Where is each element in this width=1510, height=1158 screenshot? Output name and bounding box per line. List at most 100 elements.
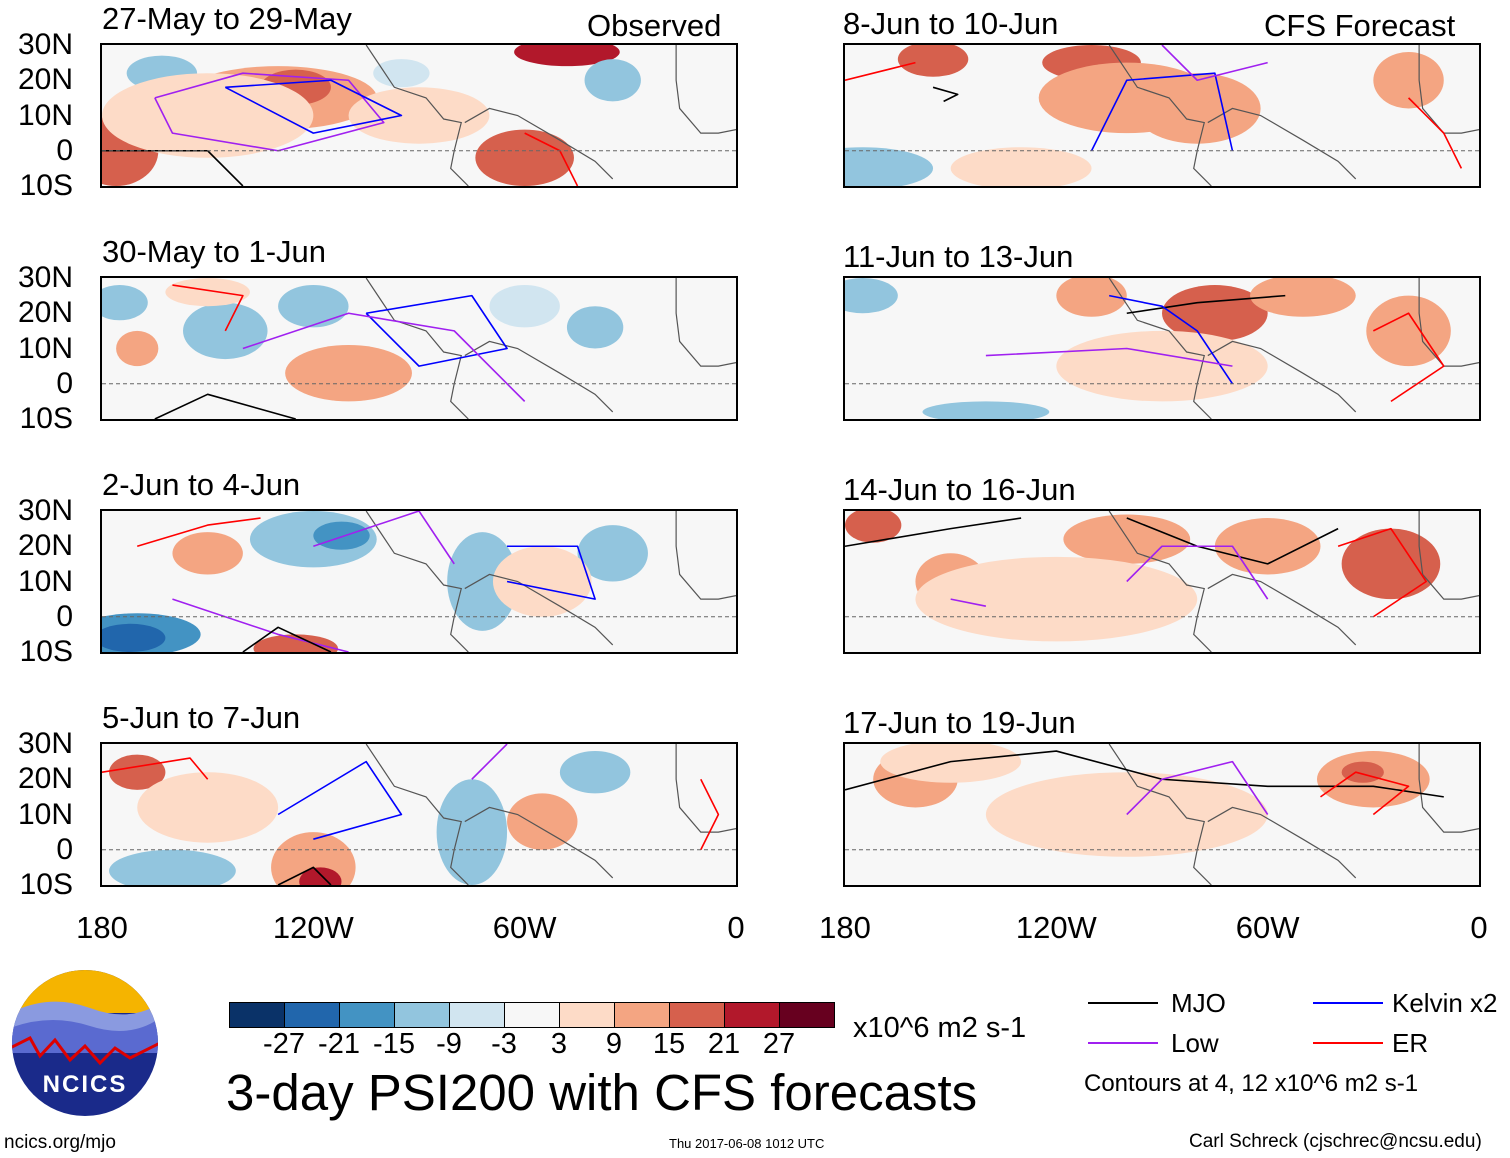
colorbar-swatch — [615, 1003, 670, 1027]
lat-tick-label: 30N — [17, 727, 73, 760]
colorbar-swatch — [780, 1003, 834, 1027]
contour-line-mjo — [154, 393, 296, 419]
anomaly-shading — [577, 525, 648, 582]
panel-title: 11-Jun to 13-Jun — [843, 239, 1074, 274]
contour-line-kelvin — [1109, 294, 1234, 385]
anomaly-shading — [1250, 278, 1356, 317]
contour-line-kelvin — [1090, 72, 1234, 152]
anomaly-shading — [183, 302, 268, 360]
contour-line-low — [1126, 760, 1269, 816]
lat-tick-label: 20N — [17, 762, 73, 796]
contour-line-low — [1161, 45, 1268, 82]
footer-timestamp: Thu 2017-06-08 1012 UTC — [669, 1136, 825, 1151]
contour-line-er — [700, 778, 720, 851]
ncics-logo[interactable]: NCICS — [10, 968, 160, 1118]
contour-line-kelvin — [224, 79, 403, 134]
observed-label: Observed — [587, 8, 722, 43]
anomaly-shading — [253, 634, 338, 652]
colorbar-swatch — [670, 1003, 725, 1027]
contour-line-mjo — [1126, 517, 1339, 565]
legend-label-er: ER — [1392, 1028, 1429, 1058]
lat-tick-label: 10S — [19, 169, 73, 202]
colorbar-tick-label: -15 — [373, 1028, 415, 1060]
anomaly-shading — [845, 511, 902, 543]
anomaly-shading — [165, 278, 250, 307]
contour-line-low — [242, 312, 526, 402]
anomaly-shading — [897, 45, 969, 77]
contour-line-kelvin — [365, 294, 508, 367]
coastline — [1108, 278, 1479, 419]
footer-url[interactable]: ncics.org/mjo — [4, 1132, 116, 1153]
panel-title: 17-Jun to 19-Jun — [843, 705, 1076, 740]
anomaly-shading — [1063, 514, 1191, 564]
coastline — [1108, 511, 1479, 652]
lat-tick-label: 30N — [17, 494, 73, 527]
anomaly-shading — [1133, 73, 1261, 144]
anomaly-shading — [1366, 295, 1451, 367]
anomaly-shading — [313, 521, 370, 550]
lat-tick-label: 0 — [56, 599, 73, 633]
anomaly-shading — [285, 344, 412, 402]
lon-tick-label: 0 — [727, 910, 745, 945]
anomaly-shading — [492, 546, 592, 617]
anomaly-shading — [475, 129, 574, 186]
contour-line-low — [471, 744, 508, 780]
contour-line-low — [154, 72, 385, 152]
legend-label-mjo: MJO — [1171, 988, 1226, 1018]
footer-author: Carl Schreck (cjschrec@ncsu.edu) — [1189, 1131, 1482, 1152]
colorbar-tick-label: 27 — [762, 1028, 796, 1060]
forecast-label: CFS Forecast — [1264, 8, 1456, 43]
colorbar-tick-label: -9 — [436, 1028, 462, 1060]
lat-tick-label: 30N — [17, 261, 73, 294]
anomaly-shading — [102, 285, 148, 321]
svg-text:NCICS: NCICS — [43, 1071, 128, 1098]
colorbar-swatch — [340, 1003, 395, 1027]
map-panel — [843, 509, 1481, 654]
contour-line-kelvin — [277, 760, 403, 840]
coastline — [365, 511, 736, 652]
panel-title: 5-Jun to 7-Jun — [102, 700, 301, 735]
colorbar-tick-label: 9 — [605, 1028, 623, 1060]
anomaly-shading — [1341, 761, 1384, 783]
anomaly-shading — [845, 147, 934, 186]
lon-tick-label: 120W — [272, 910, 354, 945]
contour-line-er — [845, 61, 916, 82]
coastline — [365, 744, 736, 885]
coastline — [1108, 45, 1479, 186]
colorbar-tick-label: -21 — [318, 1028, 360, 1060]
colorbar-swatch — [450, 1003, 505, 1027]
anomaly-shading — [845, 278, 898, 314]
anomaly-shading — [922, 401, 1050, 419]
anomaly-shading — [1341, 528, 1441, 600]
lat-tick-label: 0 — [56, 133, 73, 167]
lat-tick-label: 10N — [17, 331, 73, 365]
lon-tick-label: 60W — [1235, 910, 1300, 945]
lon-tick-label: 180 — [819, 910, 871, 945]
contour-line-er — [102, 757, 209, 780]
lat-tick-label: 10S — [19, 868, 73, 901]
anomaly-shading — [566, 306, 624, 349]
anomaly-shading — [1373, 52, 1444, 109]
map-panel — [843, 742, 1481, 887]
lat-tick-label: 0 — [56, 366, 73, 400]
colorbar — [229, 1002, 835, 1028]
colorbar-tick-label: -27 — [263, 1028, 305, 1060]
anomaly-shading — [447, 532, 518, 631]
anomaly-shading — [373, 59, 430, 88]
anomaly-shading — [915, 556, 1198, 642]
colorbar-tick-label: 21 — [707, 1028, 741, 1060]
map-panel — [100, 276, 738, 421]
lon-tick-label: 0 — [1470, 910, 1488, 945]
anomaly-shading — [436, 779, 508, 885]
anomaly-shading — [102, 73, 314, 158]
contour-note: Contours at 4, 12 x10^6 m2 s-1 — [1084, 1070, 1419, 1097]
contour-line-low — [313, 511, 455, 565]
legend-line-er — [1313, 1042, 1383, 1044]
legend-line-low — [1088, 1042, 1158, 1044]
lat-tick-label: 20N — [17, 529, 73, 563]
anomaly-shading — [489, 285, 560, 328]
colorbar-swatch — [560, 1003, 615, 1027]
contour-line-er — [172, 284, 244, 332]
lat-tick-label: 20N — [17, 296, 73, 330]
